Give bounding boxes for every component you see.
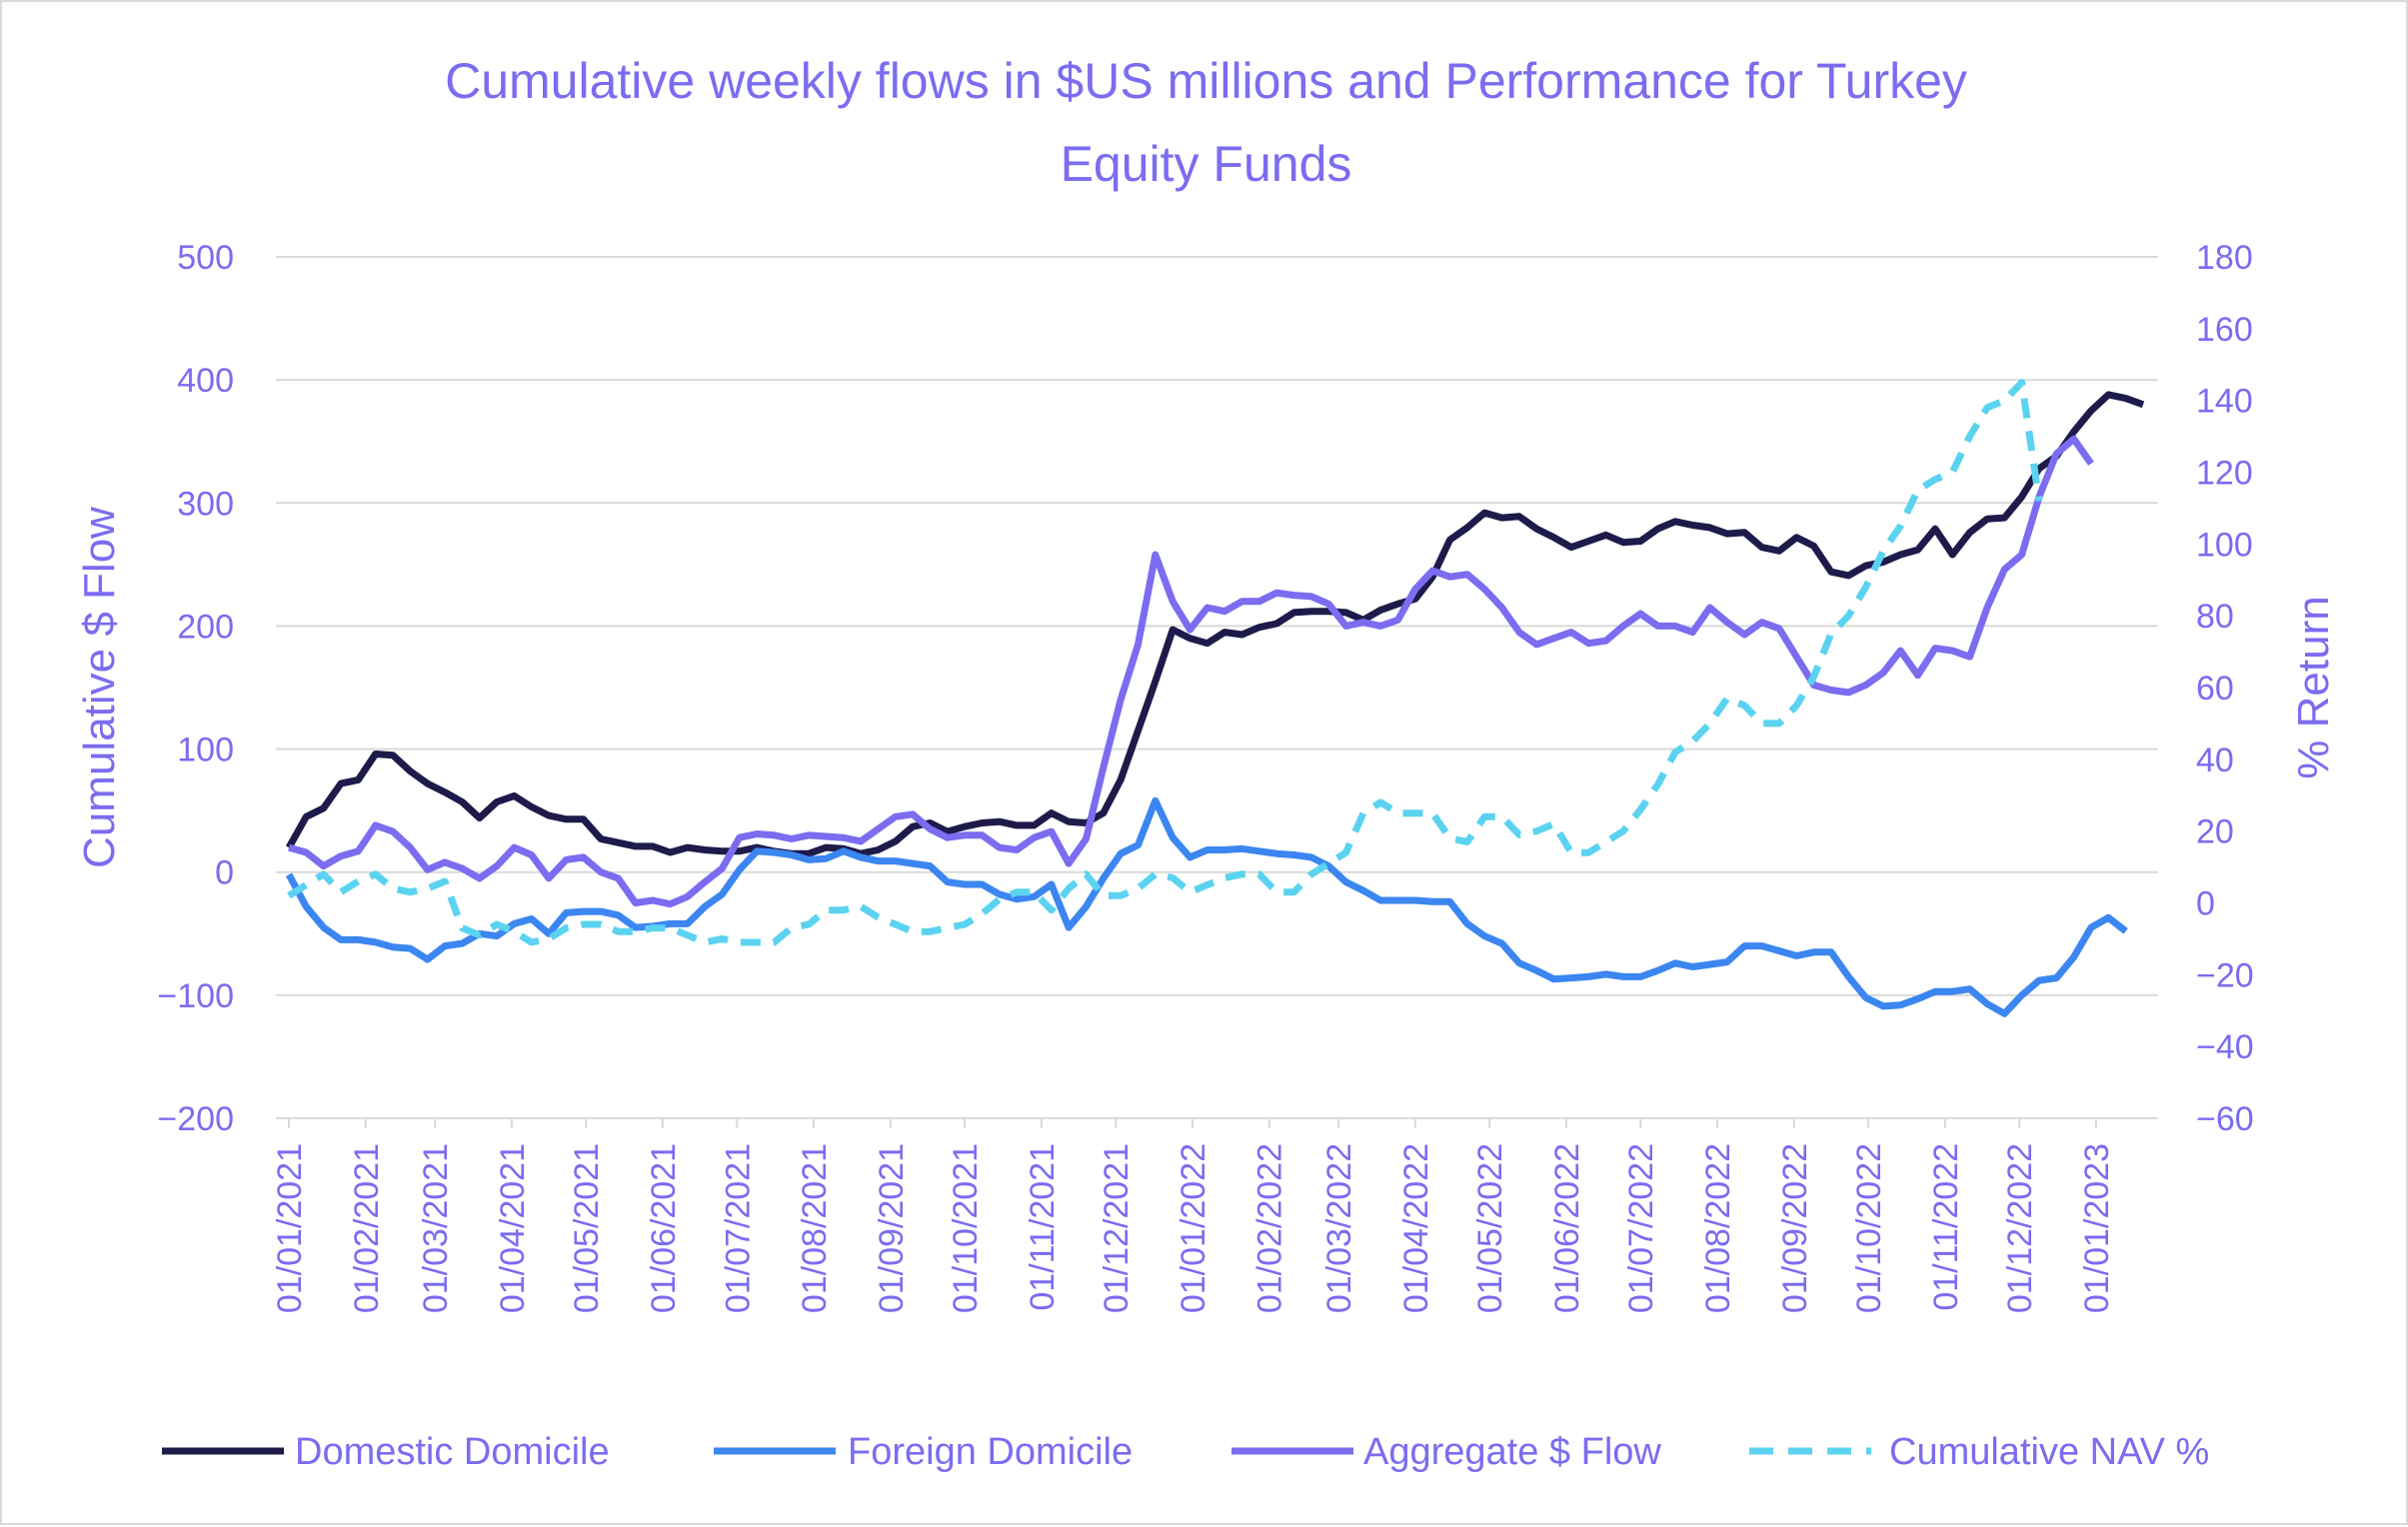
x-tick-label: 01/04/2022 — [1397, 1143, 1435, 1313]
y-axis-left-title: Cumulative $ Flow — [75, 507, 124, 868]
y-right-tick-label: −60 — [2196, 1100, 2254, 1138]
y-right-tick-label: 120 — [2196, 455, 2253, 493]
y-left-tick-label: 300 — [177, 485, 234, 523]
y-right-tick-label: −40 — [2196, 1028, 2254, 1066]
x-tick-label: 01/09/2021 — [873, 1143, 911, 1313]
legend-label: Aggregate $ Flow — [1363, 1431, 1661, 1473]
y-right-tick-label: 40 — [2196, 742, 2234, 779]
x-tick-label: 01/11/2021 — [1024, 1143, 1062, 1311]
series-line — [285, 391, 2145, 857]
x-tick-label: 01/01/2022 — [1175, 1143, 1212, 1313]
legend-label: Domestic Domicile — [295, 1431, 610, 1473]
x-tick-label: 01/11/2022 — [1927, 1143, 1965, 1311]
x-tick-label: 01/02/2021 — [348, 1143, 386, 1313]
y-right-tick-label: 140 — [2196, 383, 2253, 421]
x-tick-label: 01/05/2022 — [1471, 1143, 1509, 1313]
x-tick-label: 01/07/2022 — [1622, 1143, 1660, 1313]
y-left-tick-label: 500 — [177, 239, 234, 277]
y-left-tick-label: 400 — [177, 362, 234, 400]
x-tick-label: 01/08/2022 — [1699, 1143, 1737, 1313]
legend-label: Cumulative NAV % — [1889, 1431, 2209, 1473]
x-tick-label: 01/09/2022 — [1776, 1143, 1814, 1313]
x-tick-label: 01/04/2021 — [494, 1143, 532, 1313]
x-tick-label: 01/12/2021 — [1098, 1143, 1136, 1313]
y-left-tick-label: −200 — [157, 1100, 234, 1138]
x-tick-label: 01/02/2022 — [1251, 1143, 1289, 1313]
y-left-tick-label: 200 — [177, 608, 234, 646]
x-tick-label: 01/01/2021 — [271, 1143, 309, 1313]
x-tick-label: 01/03/2021 — [417, 1143, 455, 1313]
y-right-tick-label: 60 — [2196, 670, 2234, 708]
y-right-tick-label: −20 — [2196, 956, 2254, 994]
series-line — [288, 435, 2094, 908]
x-tick-label: 01/06/2022 — [1548, 1143, 1586, 1313]
y-right-tick-label: 0 — [2196, 885, 2215, 923]
chart-title-line-2: Equity Funds — [1060, 136, 1352, 192]
y-right-tick-label: 180 — [2196, 239, 2253, 277]
x-tick-label: 01/05/2021 — [568, 1143, 606, 1313]
y-right-tick-label: 20 — [2196, 813, 2234, 851]
series-line — [285, 796, 2128, 1017]
y-right-tick-label: 100 — [2196, 526, 2253, 564]
y-right-tick-label: 160 — [2196, 311, 2253, 349]
x-tick-label: 01/12/2022 — [2001, 1143, 2039, 1313]
x-tick-label: 01/10/2021 — [947, 1143, 985, 1313]
x-tick-label: 01/10/2022 — [1850, 1143, 1888, 1313]
y-axis-right-title: % Return — [2289, 596, 2338, 778]
legend-label: Foreign Domicile — [848, 1431, 1133, 1473]
x-tick-label: 01/08/2021 — [796, 1143, 834, 1313]
y-left-tick-label: −100 — [157, 977, 234, 1015]
y-left-tick-label: 100 — [177, 732, 234, 769]
x-tick-label: 01/03/2022 — [1320, 1143, 1358, 1313]
y-left-tick-label: 0 — [215, 854, 234, 892]
x-tick-label: 01/07/2021 — [719, 1143, 757, 1313]
y-right-tick-label: 80 — [2196, 598, 2234, 636]
x-tick-label: 01/06/2021 — [645, 1143, 683, 1313]
series-line — [287, 379, 2043, 946]
x-tick-label: 01/01/2023 — [2078, 1143, 2116, 1313]
chart-title-line-1: Cumulative weekly flows in $US millions … — [445, 53, 1967, 109]
